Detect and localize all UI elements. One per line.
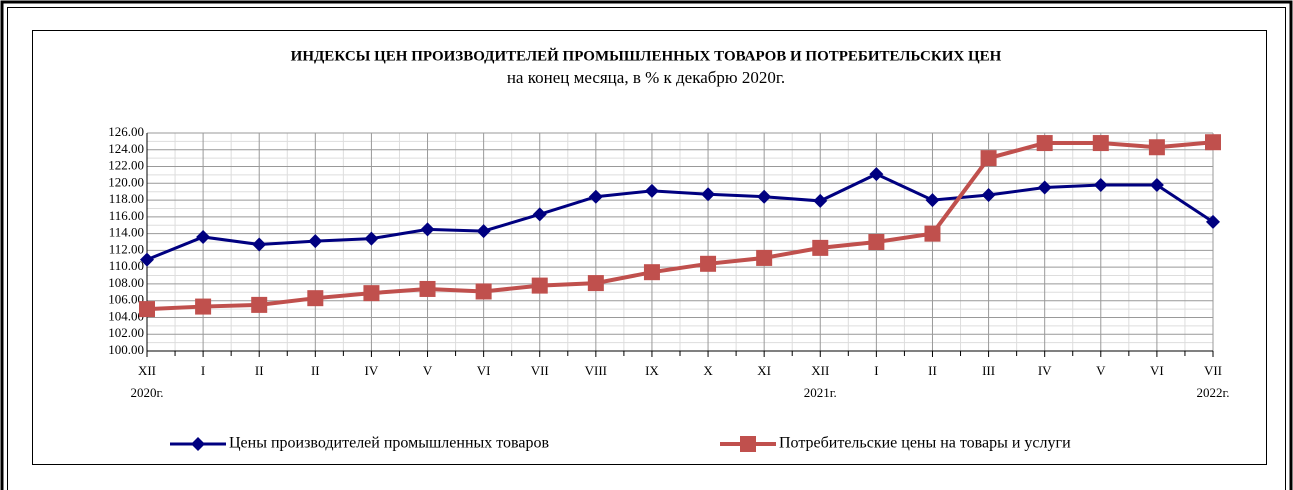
marker — [307, 290, 324, 307]
marker — [643, 264, 660, 281]
y-tick-label: 118.00 — [109, 191, 144, 206]
chart-frame — [32, 30, 1267, 465]
y-tick-label: 106.00 — [108, 292, 144, 307]
marker — [140, 252, 154, 267]
x-tick-label: VI — [477, 363, 491, 378]
y-tick-label: 110.00 — [109, 258, 144, 273]
marker — [1092, 135, 1109, 152]
year-label: 2021г. — [804, 385, 837, 400]
x-tick-label: II — [928, 363, 937, 378]
marker — [1205, 134, 1221, 151]
marker — [1036, 135, 1053, 152]
y-tick-label: 100.00 — [108, 342, 144, 357]
chart-title: ИНДЕКСЫ ЦЕН ПРОИЗВОДИТЕЛЕЙ ПРОМЫШЛЕННЫХ … — [291, 47, 1002, 64]
marker — [196, 229, 211, 244]
y-tick-label: 114.00 — [109, 225, 144, 240]
marker — [756, 249, 773, 266]
chart-subtitle: на конец месяца, в % к декабрю 2020г. — [507, 68, 785, 87]
y-tick-label: 120.00 — [108, 174, 144, 189]
marker — [1206, 214, 1220, 229]
y-tick-label: 116.00 — [109, 208, 144, 223]
y-tick-label: 126.00 — [108, 124, 144, 139]
marker — [757, 189, 772, 204]
inner-frame — [7, 7, 1286, 490]
series-line — [146, 140, 1214, 312]
marker — [419, 280, 436, 297]
y-tick-label: 108.00 — [108, 275, 144, 290]
x-tick-label: V — [1096, 363, 1106, 378]
x-tick-label: I — [201, 363, 205, 378]
x-tick-label: II — [255, 363, 264, 378]
marker — [980, 150, 997, 167]
legend-label: Потребительские цены на товары и услуги — [779, 435, 1071, 452]
marker — [1149, 177, 1164, 192]
marker — [476, 224, 491, 239]
marker — [1148, 139, 1165, 156]
legend-marker — [191, 437, 205, 451]
marker — [531, 277, 548, 294]
marker — [981, 188, 996, 203]
marker — [532, 207, 547, 222]
x-tick-label: III — [982, 363, 995, 378]
marker — [308, 234, 323, 249]
x-tick-label: XII — [138, 363, 156, 378]
marker — [924, 225, 941, 242]
marker — [644, 183, 659, 198]
marker — [363, 285, 380, 302]
x-tick-label: II — [311, 363, 320, 378]
marker — [587, 275, 604, 292]
marker — [869, 167, 884, 182]
x-tick-label: VI — [1150, 363, 1164, 378]
x-tick-label: I — [874, 363, 878, 378]
marker — [475, 283, 492, 300]
x-tick-label: VII — [531, 363, 549, 378]
x-tick-label: XI — [757, 363, 771, 378]
y-tick-label: 102.00 — [108, 325, 144, 340]
marker — [364, 231, 379, 246]
x-tick-label: IV — [1038, 363, 1052, 378]
marker — [588, 189, 603, 204]
marker — [1037, 180, 1052, 195]
y-tick-label: 124.00 — [108, 141, 144, 156]
marker — [139, 301, 155, 318]
year-label: 2020г. — [130, 385, 163, 400]
legend-label: Цены производителей промышленных товаров — [229, 435, 549, 452]
year-label: 2022г. — [1196, 385, 1229, 400]
x-tick-label: XII — [811, 363, 829, 378]
x-tick-label: IX — [645, 363, 659, 378]
marker — [701, 187, 716, 202]
x-tick-label: V — [423, 363, 433, 378]
marker — [925, 193, 940, 208]
y-tick-label: 104.00 — [108, 308, 144, 323]
x-tick-label: X — [703, 363, 713, 378]
marker — [420, 222, 435, 237]
marker — [251, 296, 268, 313]
marker — [813, 193, 828, 208]
marker — [812, 239, 829, 256]
y-tick-label: 112.00 — [109, 241, 144, 256]
x-tick-label: VIII — [585, 363, 607, 378]
marker — [195, 298, 212, 315]
marker — [868, 234, 885, 250]
y-tick-label: 122.00 — [108, 158, 144, 173]
marker — [700, 255, 717, 272]
x-tick-label: VII — [1204, 363, 1222, 378]
marker — [252, 237, 267, 252]
legend-marker — [740, 436, 756, 452]
marker — [1093, 177, 1108, 192]
series-line — [146, 172, 1214, 261]
x-tick-label: IV — [365, 363, 379, 378]
